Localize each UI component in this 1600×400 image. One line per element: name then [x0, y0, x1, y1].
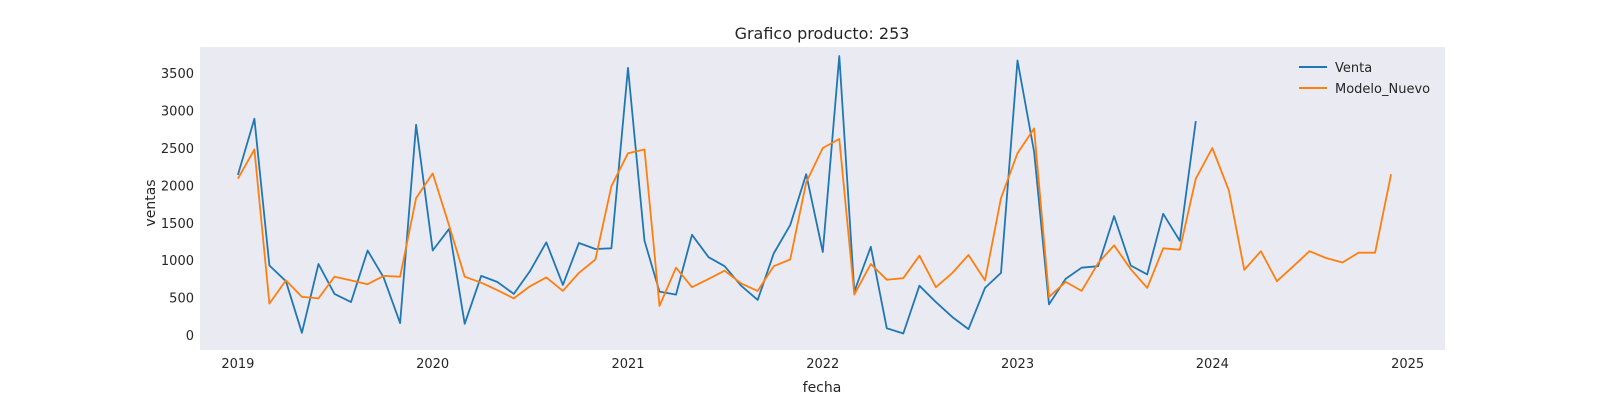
plot-area [200, 47, 1445, 350]
x-tick-label: 2023 [1001, 357, 1034, 372]
x-tick-label: 2022 [806, 357, 839, 372]
series-line-venta [237, 55, 1197, 335]
y-tick-label: 2500 [161, 142, 194, 157]
legend-label-modelo-nuevo: Modelo_Nuevo [1335, 82, 1430, 97]
y-tick-label: 0 [186, 329, 194, 344]
y-tick-label: 500 [169, 292, 194, 307]
y-tick-label: 3500 [161, 67, 194, 82]
y-tick-label: 1000 [161, 254, 194, 269]
y-tick-label: 3000 [161, 105, 194, 120]
series-layer [237, 55, 1392, 335]
y-axis: 0 500 1000 1500 2000 2500 3000 3500 [161, 67, 194, 344]
x-tick-label: 2024 [1196, 357, 1229, 372]
x-tick-label: 2020 [416, 357, 449, 372]
x-tick-label: 2021 [611, 357, 644, 372]
x-tick-label: 2025 [1391, 357, 1424, 372]
y-tick-label: 2000 [161, 179, 194, 194]
y-axis-label: ventas [143, 179, 159, 226]
x-axis-label: fecha [803, 380, 842, 396]
y-tick-label: 1500 [161, 217, 194, 232]
chart-title: Grafico producto: 253 [735, 24, 910, 43]
x-axis: 2019 2020 2021 2022 2023 2024 2025 [221, 357, 1424, 372]
series-line-modelo-nuevo [237, 127, 1392, 307]
legend-label-venta: Venta [1335, 61, 1372, 76]
legend: Venta Modelo_Nuevo [1299, 61, 1430, 97]
x-tick-label: 2019 [221, 357, 254, 372]
